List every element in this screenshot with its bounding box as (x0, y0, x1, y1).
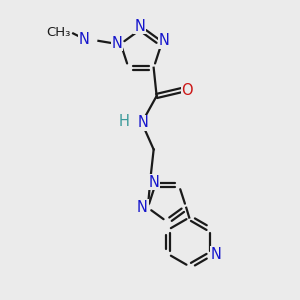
Text: N: N (148, 175, 159, 190)
Text: CH₃: CH₃ (46, 26, 70, 39)
Text: N: N (112, 36, 123, 51)
Text: N: N (134, 19, 145, 34)
Text: N: N (137, 200, 148, 214)
Text: O: O (182, 82, 193, 98)
Text: N: N (138, 115, 149, 130)
Text: N: N (158, 33, 169, 48)
Text: N: N (211, 247, 222, 262)
Text: H: H (119, 114, 130, 129)
Text: N: N (79, 32, 89, 47)
